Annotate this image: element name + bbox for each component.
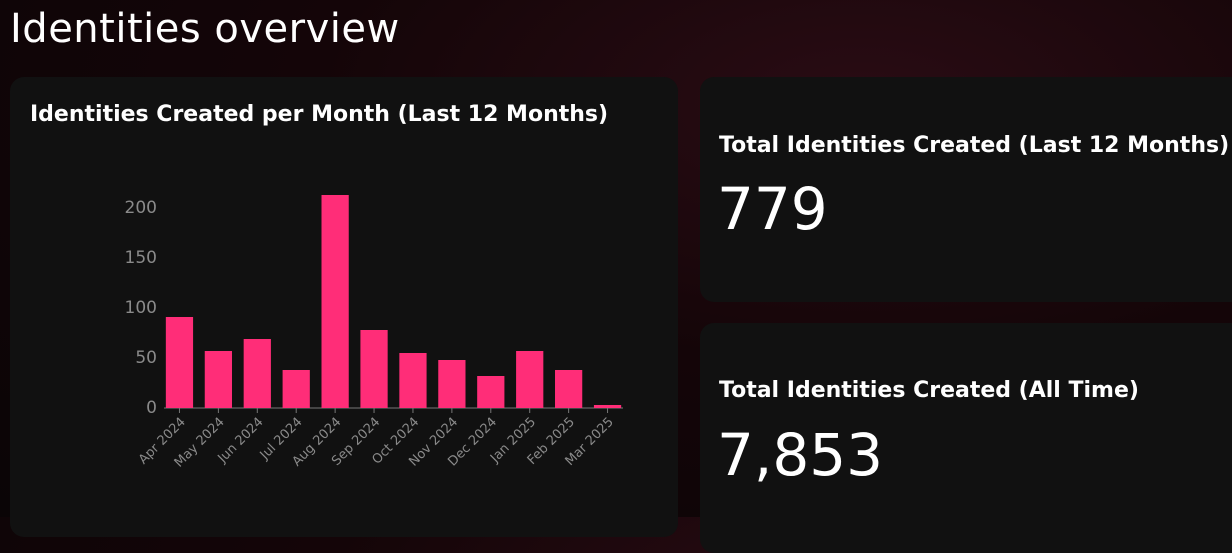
y-tick-label: 100: [125, 298, 157, 318]
y-tick-label: 50: [135, 348, 157, 368]
bar: [477, 376, 505, 408]
stat-card: Total Identities Created (All Time) 7,85…: [700, 323, 1232, 553]
stat-title: Total Identities Created (All Time): [719, 378, 1139, 403]
bar: [593, 405, 622, 408]
stat-value: 779: [717, 175, 828, 243]
bar: [399, 353, 427, 408]
bar: [243, 339, 271, 408]
bar: [555, 370, 583, 408]
bar: [360, 330, 388, 408]
bar: [204, 351, 232, 408]
chart-title: Identities Created per Month (Last 12 Mo…: [30, 102, 609, 127]
y-tick-label: 0: [146, 398, 157, 418]
bar: [438, 360, 466, 408]
bar: [165, 317, 194, 408]
stat-card: Total Identities Created (Last 12 Months…: [700, 77, 1232, 302]
bar: [321, 195, 349, 408]
bar: [516, 351, 544, 408]
y-tick-label: 150: [125, 248, 157, 268]
bar: [282, 370, 310, 408]
y-tick-label: 200: [125, 198, 157, 218]
chart-card: Identities Created per Month (Last 12 Mo…: [10, 77, 678, 537]
page-title: Identities overview: [10, 6, 400, 52]
stat-title: Total Identities Created (Last 12 Months…: [719, 133, 1230, 158]
stat-value: 7,853: [717, 421, 884, 489]
